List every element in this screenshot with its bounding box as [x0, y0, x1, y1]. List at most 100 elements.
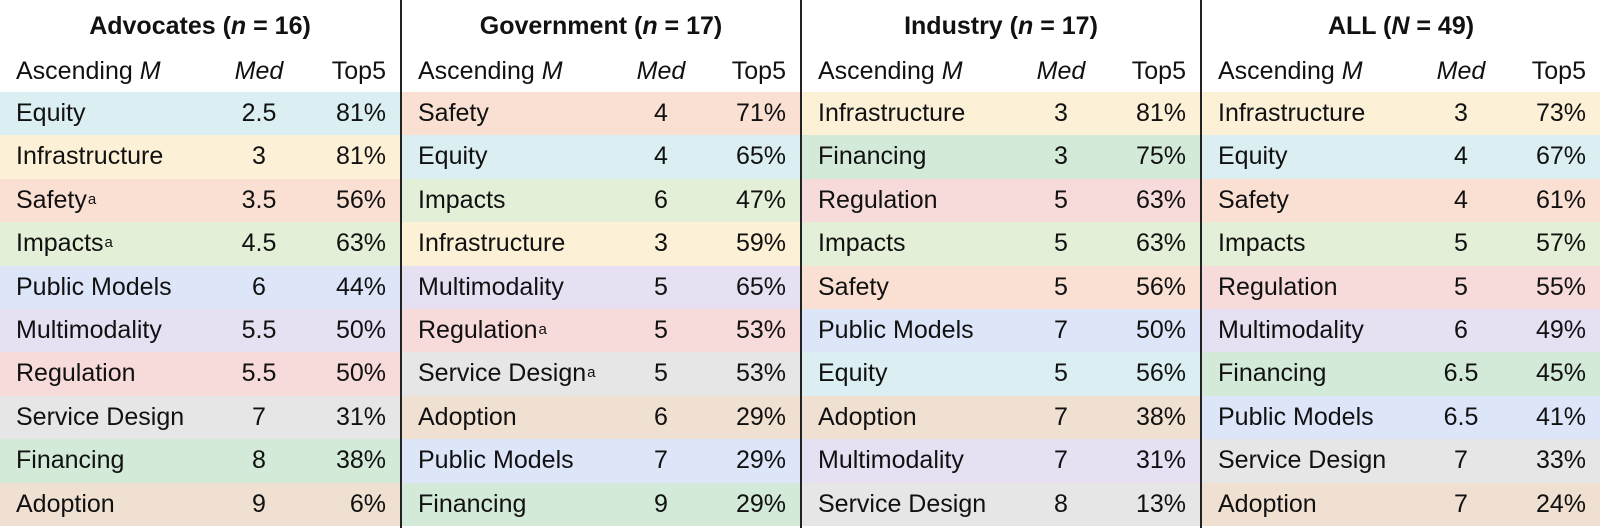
- topic-name: Impacts: [418, 185, 506, 214]
- median-value: 3.5: [241, 185, 277, 214]
- median-value: 5.5: [241, 315, 277, 344]
- table-row: Safety 4 61%: [1202, 178, 1600, 223]
- table-row: Service Design 7 33%: [1202, 439, 1600, 483]
- table-row: Public Models 6 44%: [0, 265, 400, 309]
- top5-value: 81%: [335, 142, 386, 171]
- table-row: Public Models 6.5 41%: [1202, 395, 1600, 440]
- topic-name: Public Models: [818, 315, 974, 344]
- topic-name: Infrastructure: [418, 229, 566, 258]
- table-row: Service Designa 5 53%: [402, 352, 800, 396]
- top5-value: 31%: [1135, 446, 1186, 475]
- median-value: 7: [1454, 446, 1468, 475]
- top5-value: 61%: [1535, 185, 1586, 214]
- top5-value: 49%: [1535, 315, 1586, 344]
- top5-value: 50%: [335, 315, 386, 344]
- median-value: 5: [654, 315, 668, 344]
- median-value: 6: [654, 185, 668, 214]
- panel-title: Government (n = 17): [479, 12, 723, 40]
- header-top5: Top5: [1131, 57, 1186, 85]
- header-median: Med: [1436, 57, 1486, 85]
- table-row: Adoption 6 29%: [402, 395, 800, 440]
- table-row: Infrastructure 3 81%: [802, 92, 1200, 136]
- top5-value: 67%: [1535, 142, 1586, 171]
- rows: Equity 2.5 81% Infrastructure 3 81% Safetya 3…: [0, 92, 400, 526]
- topic-name: Service Design: [16, 402, 185, 431]
- median-value: 7: [654, 446, 668, 475]
- median-value: 6.5: [1443, 359, 1479, 388]
- top5-value: 59%: [735, 229, 786, 258]
- top5-value: 63%: [335, 229, 386, 258]
- rows: Infrastructure 3 73% Equity 4 67% Safety 4 61%…: [1202, 92, 1600, 526]
- top5-value: 56%: [335, 185, 386, 214]
- median-value: 8: [1054, 489, 1068, 518]
- median-value: 5: [1454, 229, 1468, 258]
- median-value: 3: [1054, 99, 1068, 127]
- table-row: Service Design 8 13%: [802, 482, 1200, 526]
- median-value: 5: [654, 272, 668, 301]
- topic-name: Adoption: [418, 402, 517, 431]
- table-row: Service Design 7 31%: [0, 395, 400, 440]
- table-row: Impacts 5 57%: [1202, 222, 1600, 266]
- top5-value: 29%: [735, 489, 786, 518]
- header-top5: Top5: [331, 57, 386, 85]
- table-row: Multimodality 5.5 50%: [0, 308, 400, 353]
- table-row: Equity 5 56%: [802, 352, 1200, 396]
- top5-value: 63%: [1135, 185, 1186, 214]
- topic-name: Service Design: [1218, 446, 1387, 475]
- panel-industry: Industry (n = 17) Ascending M Med Top5 I…: [800, 0, 1200, 528]
- median-value: 5: [1054, 359, 1068, 388]
- top5-value: 81%: [335, 99, 386, 127]
- topic-name: Financing: [1218, 359, 1327, 388]
- table-row: Safety 5 56%: [802, 265, 1200, 309]
- topic-name: Infrastructure: [818, 99, 966, 127]
- top5-value: 31%: [335, 402, 386, 431]
- topic-name: Public Models: [1218, 402, 1374, 431]
- median-value: 7: [1054, 402, 1068, 431]
- topic-name: Safetya: [16, 185, 97, 214]
- topic-name: Infrastructure: [16, 142, 164, 171]
- top5-value: 47%: [735, 185, 786, 214]
- table-row: Financing 3 75%: [802, 135, 1200, 179]
- topic-name: Impacts: [1218, 229, 1306, 258]
- median-value: 5: [1454, 272, 1468, 301]
- table-row: Impactsa 4.5 63%: [0, 222, 400, 266]
- top5-value: 75%: [1135, 142, 1186, 171]
- median-value: 5.5: [241, 359, 277, 388]
- column-header-row: Ascending M Med Top5: [402, 50, 800, 92]
- topic-name: Multimodality: [16, 315, 162, 344]
- top5-value: 73%: [1535, 99, 1586, 127]
- top5-value: 56%: [1135, 272, 1186, 301]
- topic-name: Equity: [818, 359, 888, 388]
- top5-value: 38%: [1135, 402, 1186, 431]
- median-value: 2.5: [241, 99, 277, 127]
- table-row: Impacts 5 63%: [802, 222, 1200, 266]
- topic-name: Multimodality: [818, 446, 964, 475]
- top5-value: 81%: [1135, 99, 1186, 127]
- table-row: Equity 4 67%: [1202, 135, 1600, 179]
- median-value: 9: [252, 489, 266, 518]
- table-row: Regulation 5 55%: [1202, 265, 1600, 309]
- median-value: 3: [654, 229, 668, 258]
- topic-name: Regulation: [818, 185, 938, 214]
- median-value: 9: [654, 489, 668, 518]
- median-value: 6: [654, 402, 668, 431]
- topic-name: Service Designa: [418, 359, 596, 388]
- median-value: 3: [252, 142, 266, 171]
- top5-value: 41%: [1535, 402, 1586, 431]
- median-value: 5: [1054, 185, 1068, 214]
- panel-advocates: Advocates (n = 16) Ascending M Med Top5 …: [0, 0, 400, 528]
- median-value: 4: [654, 99, 668, 127]
- top5-value: 38%: [335, 446, 386, 475]
- topic-name: Financing: [818, 142, 927, 171]
- table-row: Regulationa 5 53%: [402, 308, 800, 353]
- topic-name: Impactsa: [16, 229, 113, 258]
- top5-value: 65%: [735, 142, 786, 171]
- table-row: Financing 6.5 45%: [1202, 352, 1600, 396]
- top5-value: 13%: [1135, 489, 1186, 518]
- top5-value: 65%: [735, 272, 786, 301]
- table-row: Multimodality 6 49%: [1202, 308, 1600, 353]
- topic-name: Financing: [16, 446, 125, 475]
- top5-value: 56%: [1135, 359, 1186, 388]
- median-value: 7: [1054, 315, 1068, 344]
- table-row: Safetya 3.5 56%: [0, 178, 400, 223]
